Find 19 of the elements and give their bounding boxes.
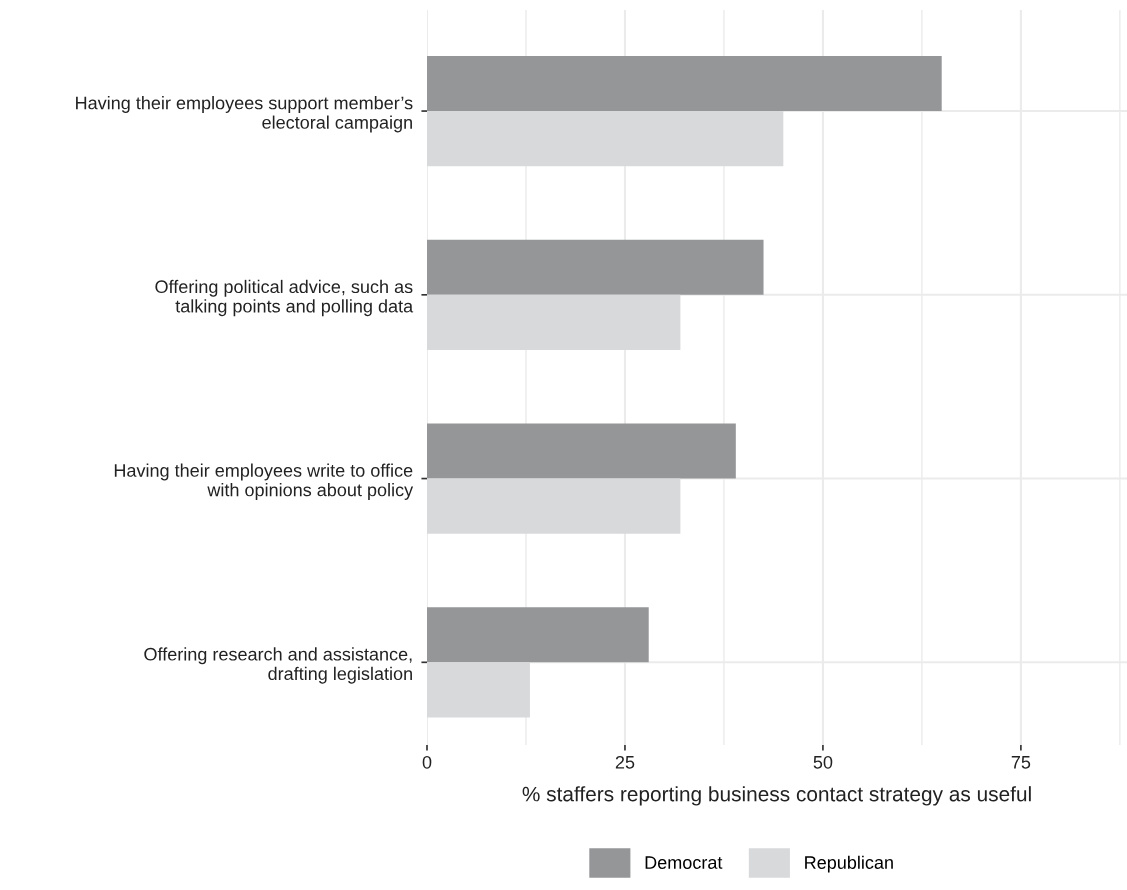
legend-label: Republican [805,855,893,873]
x-axis-title: % staffers reporting business contact strategy as useful [522,786,1031,806]
x-tick-label: 50 [813,755,833,769]
bar [427,478,681,534]
x-tick-label: 0 [422,755,432,769]
bar [427,239,764,295]
bar [427,662,530,718]
x-tick-label: 25 [615,755,635,769]
y-tick-label: Having their employees support member’s electoral campaign [76,96,413,133]
y-tick-label: Offering research and assistance, drafting legislation [144,647,412,684]
legend-label: Democrat [645,856,723,869]
y-tick-label: Offering political advice, such as talking points and polling data [155,279,414,317]
bar [427,111,784,167]
bar [427,294,681,350]
x-tick-label: 75 [1011,756,1031,769]
bar [427,423,736,479]
bar [427,55,942,112]
bar [427,607,649,663]
y-tick-label: Having their employees write to office with opinions about policy [114,463,414,500]
